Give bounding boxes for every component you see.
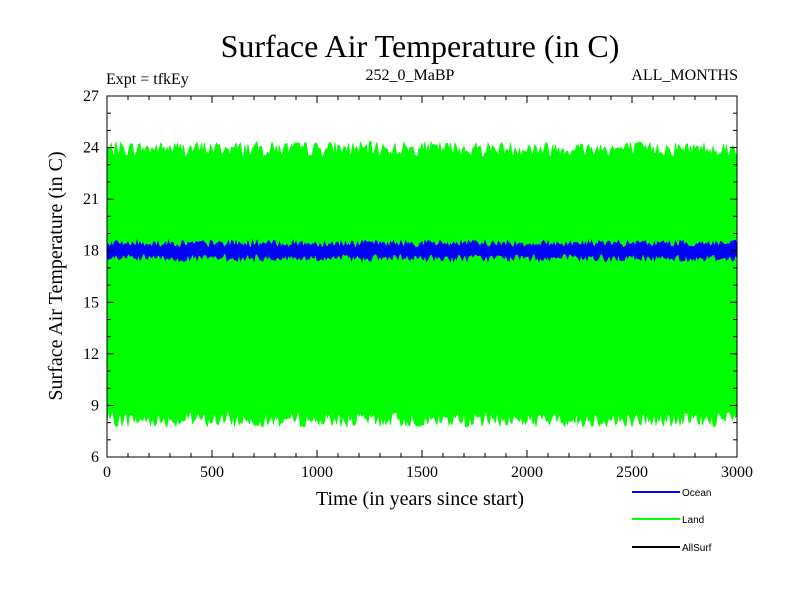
x-tick-label: 1500	[406, 464, 438, 481]
legend: Ocean Land AllSurf	[632, 488, 712, 554]
y-tick-label: 21	[83, 191, 99, 208]
y-tick-label: 6	[91, 449, 99, 466]
y-tick-label: 12	[83, 346, 99, 363]
x-axis-label: Time (in years since start)	[316, 488, 524, 510]
y-tick-label: 9	[91, 397, 99, 414]
x-tick-label: 3000	[721, 464, 753, 481]
axes: 0 500 1000 1500 2000 2500 3000 6 9 12 15 18 21 24 27	[83, 88, 753, 481]
plot-area	[106, 140, 738, 429]
x-tick-label: 500	[200, 464, 224, 481]
months-label: ALL_MONTHS	[631, 67, 738, 84]
x-tick-label: 2000	[511, 464, 543, 481]
y-tick-label: 24	[83, 140, 99, 157]
legend-label-allsurf: AllSurf	[682, 543, 712, 554]
land-series	[106, 140, 738, 429]
y-tick-label: 15	[83, 294, 99, 311]
y-tick-label: 18	[83, 243, 99, 260]
y-tick-label: 27	[83, 88, 99, 105]
chart-title: Surface Air Temperature (in C)	[221, 28, 620, 64]
legend-label-ocean: Ocean	[682, 488, 711, 499]
legend-label-land: Land	[682, 515, 704, 526]
y-axis-label: Surface Air Temperature (in C)	[45, 151, 67, 400]
x-tick-label: 2500	[616, 464, 648, 481]
period-label: 252_0_MaBP	[366, 67, 455, 84]
expt-label: Expt = tfkEy	[106, 71, 189, 88]
x-tick-label: 0	[103, 464, 111, 481]
x-tick-label: 1000	[301, 464, 333, 481]
